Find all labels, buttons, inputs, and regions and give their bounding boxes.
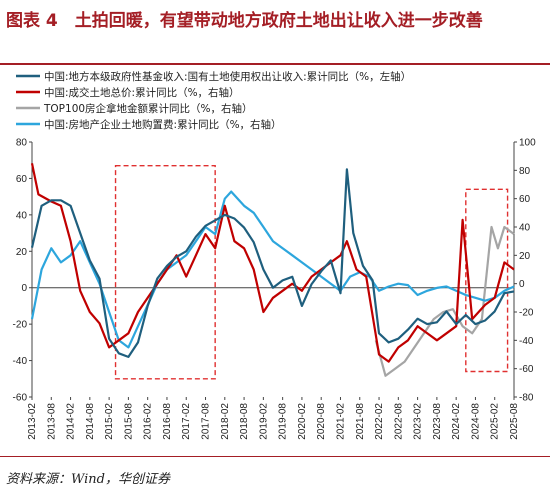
x-tick-label: 2016-08: [162, 403, 173, 440]
y-left-tick-label: 0: [21, 283, 27, 294]
x-tick-label: 2015-02: [104, 403, 115, 440]
x-tick-label: 2024-08: [470, 403, 481, 440]
y-right-tick-label: 40: [519, 223, 531, 234]
y-left-tick-label: -60: [13, 393, 28, 404]
y-right-tick-label: -80: [519, 393, 534, 404]
title-rule: [0, 63, 550, 65]
x-tick-label: 2022-02: [374, 403, 385, 440]
highlight-box: [114, 164, 216, 380]
y-left-tick-label: 40: [16, 210, 28, 221]
y-left-tick-label: 60: [16, 174, 28, 185]
series-line-purchase: [30, 190, 515, 349]
x-tick-label: 2018-02: [220, 403, 231, 440]
x-tick-label: 2021-08: [355, 403, 366, 440]
series-line-land_price: [30, 163, 515, 363]
y-right-tick-label: 80: [519, 166, 531, 177]
x-tick-label: 2013-08: [46, 403, 57, 440]
y-right-tick-label: 60: [519, 194, 531, 205]
y-left-tick-label: -20: [13, 320, 28, 331]
source-rule: [0, 456, 550, 457]
series-line-top100: [374, 225, 515, 377]
y-right-tick-label: -60: [519, 364, 534, 375]
x-tick-label: 2019-02: [258, 403, 269, 440]
x-tick-label: 2020-02: [297, 403, 308, 440]
y-left-tick-label: -40: [13, 356, 28, 367]
line-chart: -60 -40 -20 0 20 40 60 80 -80 -60 -40 -20 0 20 40 60 80 1…: [13, 70, 537, 440]
source-note: 资料来源：Wind，华创证券: [6, 472, 170, 487]
legend-label-top100: TOP100房企拿地金额累计同比（%，右轴）: [43, 102, 253, 115]
y-right-tick-label: 20: [519, 251, 531, 262]
x-tick-label: 2014-02: [66, 403, 77, 440]
y-right-tick-label: 0: [519, 279, 525, 290]
x-tick-label: 2025-08: [509, 403, 520, 440]
x-tick-label: 2013-02: [27, 403, 38, 440]
x-tick-label: 2021-02: [335, 403, 346, 440]
x-tick-label: 2022-08: [393, 403, 404, 440]
y-left-tick-label: 80: [16, 138, 28, 149]
y-left-tick-label: 20: [16, 247, 28, 258]
x-tick-label: 2020-08: [316, 403, 327, 440]
y-right-tick-label: -40: [519, 336, 534, 347]
legend-label-land_price: 中国:成交土地总价:累计同比（%，右轴）: [44, 86, 240, 99]
x-tick-label: 2019-08: [278, 403, 289, 440]
legend-label-purchase: 中国:房地产企业土地购置费:累计同比（%，右轴）: [44, 118, 282, 131]
x-tick-label: 2015-08: [123, 403, 134, 440]
x-tick-label: 2024-02: [451, 403, 462, 440]
x-tick-label: 2017-08: [201, 403, 212, 440]
x-tick-label: 2017-02: [181, 403, 192, 440]
y-right-tick-label: -20: [519, 308, 534, 319]
y-right-tick-label: 100: [519, 138, 536, 149]
x-tick-label: 2016-02: [143, 403, 154, 440]
x-tick-label: 2023-02: [413, 403, 424, 440]
series-line-fund: [30, 168, 515, 358]
x-tick-label: 2023-08: [432, 403, 443, 440]
highlight-box: [465, 188, 509, 373]
x-tick-label: 2014-08: [85, 403, 96, 440]
legend-label-fund: 中国:地方本级政府性基金收入:国有土地使用权出让收入:累计同比（%，左轴）: [44, 70, 411, 83]
x-tick-label: 2025-02: [490, 403, 501, 440]
x-tick-label: 2018-08: [239, 403, 250, 440]
figure-title: 图表 4 土拍回暖，有望带动地方政府土地出让收入进一步改善: [6, 11, 483, 31]
